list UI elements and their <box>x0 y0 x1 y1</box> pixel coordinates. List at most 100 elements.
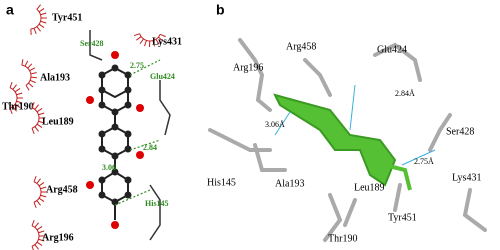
contact-arc <box>33 181 42 203</box>
contact-spike <box>40 20 47 24</box>
contact-spike <box>16 100 23 104</box>
contact-spike <box>36 200 41 206</box>
ligand-3d <box>273 93 412 191</box>
contact-spike <box>38 112 45 116</box>
contact-spike <box>30 76 37 79</box>
contact-spike <box>133 33 140 37</box>
contact-spike <box>36 241 43 247</box>
contact-spike <box>9 81 13 88</box>
hydrophobic-contact <box>133 33 166 48</box>
residue-label: Lys431 <box>152 36 182 47</box>
ligand-2d <box>101 66 129 220</box>
contact-arc <box>139 33 161 42</box>
contact-spike <box>40 186 47 190</box>
contact-spike <box>12 84 17 90</box>
contact-spike <box>34 104 39 110</box>
residue-label: Tyr451 <box>388 212 417 223</box>
residue-label: Arg196 <box>233 62 263 73</box>
residue-label: Thr190 <box>328 233 357 244</box>
distance-label: 2.75 <box>130 61 144 70</box>
hydrophobic-contact <box>21 59 37 91</box>
contact-arc <box>9 87 18 109</box>
contact-spike <box>36 225 43 231</box>
residue-label: Leu189 <box>354 182 385 193</box>
residue-label: Leu189 <box>42 116 74 127</box>
contact-spike <box>34 222 39 228</box>
contact-spike <box>36 178 41 184</box>
contact-spike <box>31 128 35 135</box>
contact-spike <box>36 107 43 113</box>
contact-spike <box>25 84 30 91</box>
hydrophobic-contact <box>30 4 47 35</box>
contact-spike <box>36 26 41 32</box>
contact-spike <box>38 197 45 203</box>
contact-spike <box>38 181 45 187</box>
contact-arc <box>30 8 42 30</box>
contact-spike <box>34 126 39 132</box>
contact-spike <box>38 7 45 13</box>
hbond-residue-label: His145 <box>145 199 169 208</box>
contact-spike <box>24 60 29 67</box>
contact-spike <box>31 219 35 226</box>
contact-spike <box>136 36 142 41</box>
contact-spike <box>28 82 34 88</box>
ligand-atoms <box>86 51 144 229</box>
hydrophobic-contact <box>31 101 45 135</box>
distance-label: 3.06 <box>102 163 116 172</box>
contact-spike <box>38 120 45 124</box>
contact-spike <box>34 244 39 250</box>
contact-spike <box>29 67 36 72</box>
residue-label: Arg458 <box>46 184 78 195</box>
residue-label: Tyr451 <box>52 12 82 23</box>
distance-label: 2.84 <box>143 143 157 152</box>
contact-spike <box>38 23 45 29</box>
contact-spike <box>159 33 166 38</box>
contact-spike <box>14 87 21 93</box>
contact-arc <box>31 225 40 247</box>
contact-spike <box>38 238 45 242</box>
contact-arc <box>31 107 40 129</box>
contact-spike <box>139 38 144 45</box>
distance-label: 3.06Å <box>265 120 285 129</box>
distance-label: 2.84Å <box>395 89 415 98</box>
contact-spike <box>158 36 164 42</box>
residue-label: Arg458 <box>286 41 316 52</box>
hydrophobic-contact <box>9 81 23 115</box>
contact-spike <box>14 103 21 109</box>
residue-label: Ser428 <box>446 126 474 137</box>
contact-spike <box>38 230 45 234</box>
hydrophobic-contact <box>31 219 45 250</box>
panel-label: b <box>216 2 225 18</box>
contact-spike <box>31 101 35 108</box>
residue-label: Thr190 <box>2 101 34 112</box>
contact-spike <box>29 79 36 84</box>
hbond-residue-label: Glu424 <box>150 72 175 81</box>
panel-label: a <box>6 2 14 18</box>
contact-spike <box>12 106 17 112</box>
contact-spike <box>155 38 160 45</box>
contact-spike <box>36 123 43 129</box>
contact-spike <box>33 175 37 182</box>
contact-spike <box>31 246 34 250</box>
contact-spike <box>27 63 33 69</box>
hbond-residue-label: Ser428 <box>80 39 104 48</box>
residue-label: Arg196 <box>42 232 74 243</box>
contact-spike <box>152 40 156 47</box>
contact-arc <box>21 64 32 86</box>
contact-spike <box>33 28 37 35</box>
distance-label: 2.75Å <box>414 157 434 166</box>
contact-spike <box>40 194 47 198</box>
contact-spike <box>21 59 24 66</box>
contact-spike <box>36 4 41 10</box>
residue-label: Ala193 <box>40 72 70 83</box>
contact-spike <box>40 12 47 16</box>
ligand-bonds <box>101 66 129 220</box>
contact-spike <box>33 202 37 209</box>
residue-sticks-2d <box>89 30 171 241</box>
residue-label: Glu424 <box>377 44 407 55</box>
contact-spike <box>30 72 37 75</box>
residue-label: Lys431 <box>452 172 481 183</box>
hbond-lines-3d <box>274 84 436 166</box>
contact-spike <box>9 108 13 115</box>
